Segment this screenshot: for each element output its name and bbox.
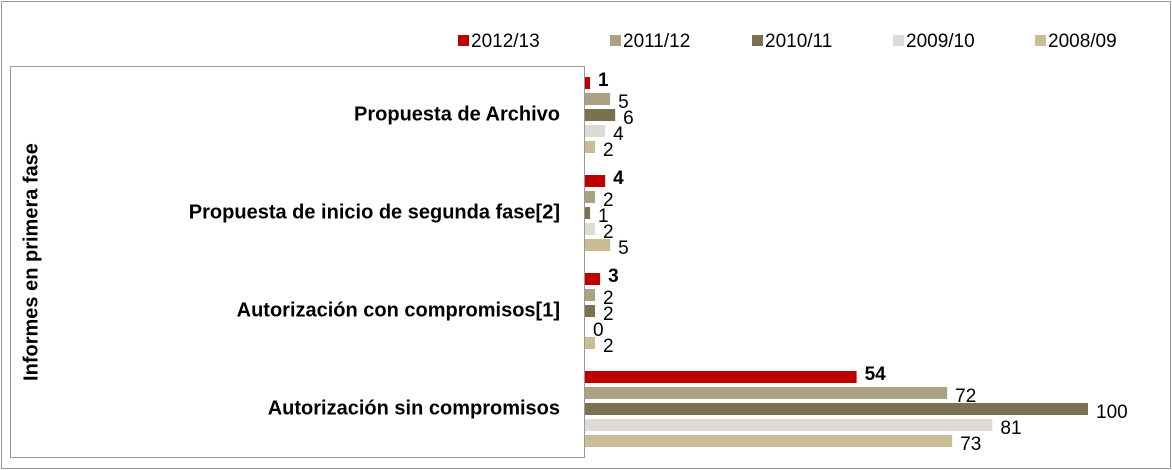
value-label: 4 [613,124,624,145]
legend-label: 2008/09 [1048,31,1117,52]
bar [585,77,591,89]
value-label: 5 [618,92,629,113]
value-label: 2 [603,190,614,211]
bar [585,175,606,187]
category-label: Propuesta de Archivo [354,103,560,125]
legend-swatch [893,35,904,46]
category-label: Autorización sin compromisos [268,397,560,419]
category-label: Autorización con compromisos[1] [237,299,560,321]
value-label: 2 [603,304,614,325]
category-box [10,66,585,458]
bar [585,289,596,301]
bar [585,305,596,317]
value-label: 100 [1096,402,1128,423]
legend-swatch [458,35,469,46]
bar [585,223,596,235]
value-label: 72 [955,386,976,407]
value-label: 2 [603,336,614,357]
legend-label: 2009/10 [906,31,975,52]
value-label: 2 [603,222,614,243]
value-label: 5 [618,238,629,259]
bar [585,387,948,399]
bar [585,141,596,153]
bar [585,273,601,285]
bar [585,337,596,349]
bar [585,93,611,105]
legend-label: 2011/12 [623,31,690,52]
value-label: 1 [598,206,609,227]
bar [585,109,616,121]
bar [585,207,591,219]
value-label: 0 [593,320,604,341]
bar [585,191,596,203]
bar [585,419,993,431]
bar [585,403,1088,415]
legend-swatch [752,35,763,46]
value-label: 1 [598,70,609,91]
legend-swatch [610,35,621,46]
value-label: 54 [865,364,887,385]
y-axis-title: Informes en primera fase [20,143,42,381]
bar [585,239,611,251]
legend-swatch [1035,35,1046,46]
value-label: 4 [613,168,624,189]
value-label: 2 [603,288,614,309]
bar [585,125,606,137]
legend-label: 2010/11 [765,31,832,52]
value-label: 73 [960,434,981,455]
value-label: 81 [1000,418,1021,439]
category-label: Propuesta de inicio de segunda fase[2] [189,201,560,223]
bar [585,435,953,447]
bar [585,371,857,383]
legend-label: 2012/13 [471,31,540,52]
value-label: 3 [608,266,619,287]
value-label: 6 [623,108,634,129]
value-label: 2 [603,140,614,161]
